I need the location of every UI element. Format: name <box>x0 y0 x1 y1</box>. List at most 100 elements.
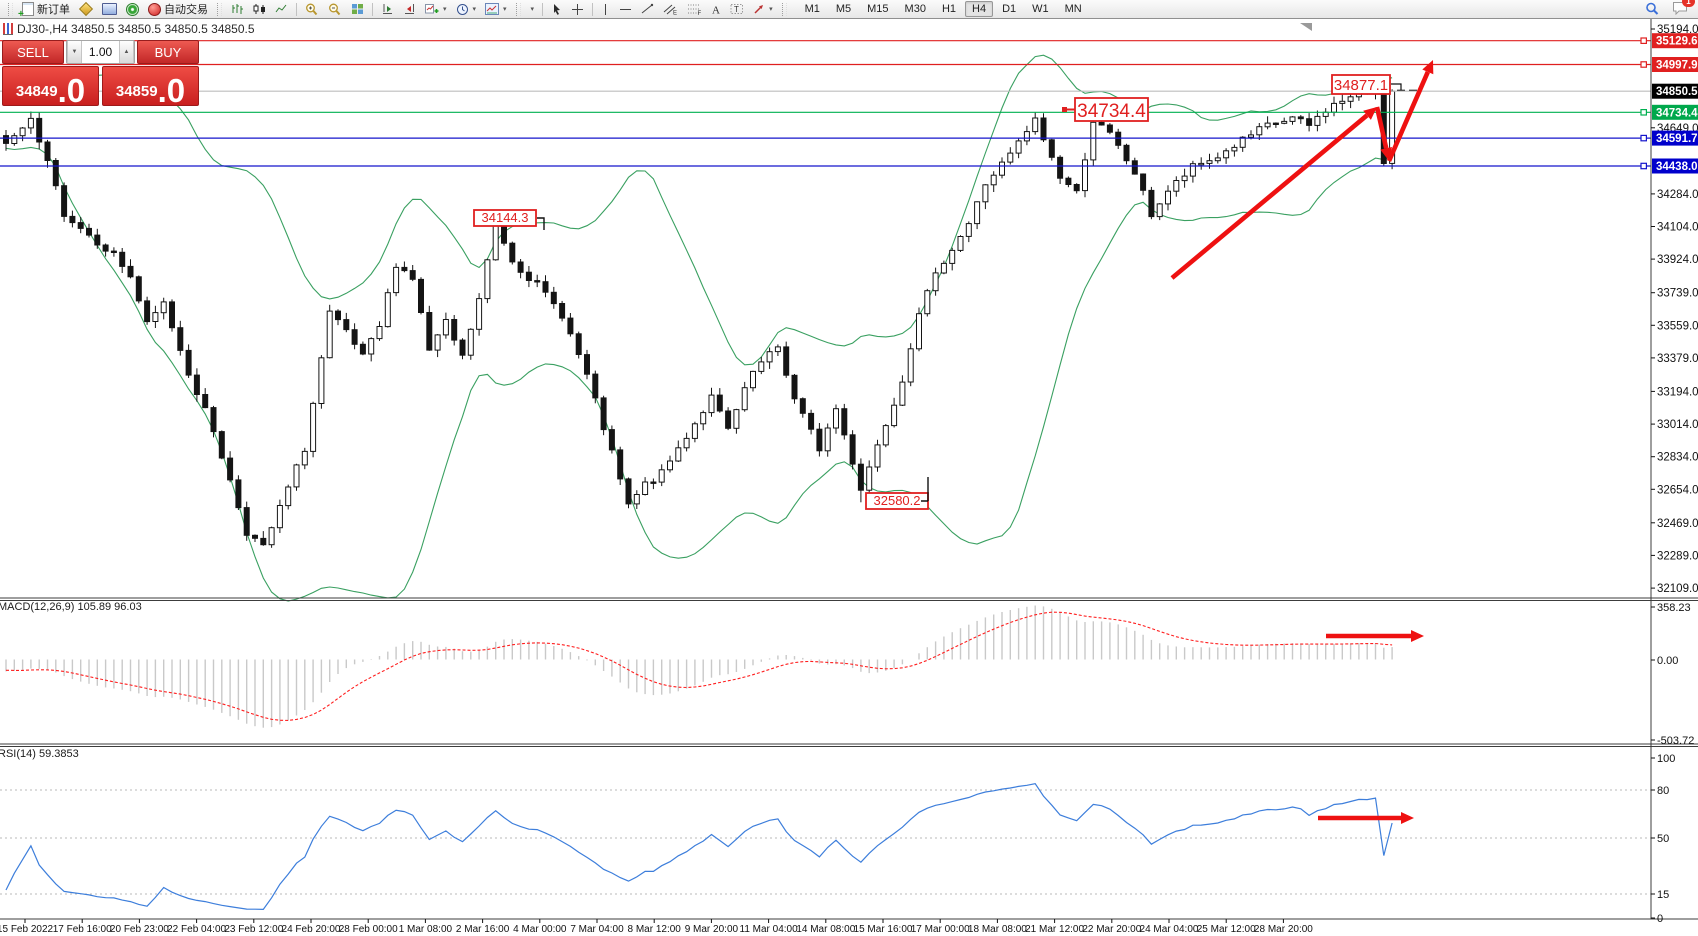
text-tool-button[interactable]: A <box>707 0 725 19</box>
bollinger-lower <box>5 146 1393 602</box>
svg-text:24 Feb 20:00: 24 Feb 20:00 <box>282 924 341 935</box>
timeframe-W1[interactable]: W1 <box>1025 1 1056 17</box>
text-icon: A <box>712 5 720 16</box>
cursor-tool-button[interactable] <box>547 0 566 19</box>
auto-scroll-button[interactable] <box>399 0 420 19</box>
svg-text:15: 15 <box>1657 889 1669 901</box>
zoom-in-button[interactable] <box>301 0 323 19</box>
timeframe-MN[interactable]: MN <box>1058 1 1089 17</box>
separator <box>372 2 373 16</box>
timeframe-M15[interactable]: M15 <box>860 1 895 17</box>
label-tool-button[interactable]: T <box>726 0 748 19</box>
dropdown-caret: ▾ <box>503 6 507 13</box>
timeframe-M5[interactable]: M5 <box>829 1 858 17</box>
arrows-tool-button[interactable]: ▾ <box>749 0 777 19</box>
svg-text:0: 0 <box>1657 913 1663 925</box>
svg-text:80: 80 <box>1657 785 1669 797</box>
svg-text:33014.0: 33014.0 <box>1657 419 1698 431</box>
equidistant-channel-icon: E <box>663 4 677 15</box>
search-icon <box>1646 2 1659 15</box>
period-button[interactable]: ▾ <box>452 0 481 19</box>
notification-badge: 1 <box>1682 0 1695 7</box>
cursor-icon <box>554 3 561 15</box>
svg-text:35194.0: 35194.0 <box>1657 24 1698 36</box>
buy-button[interactable]: BUY <box>137 40 199 64</box>
svg-text:8 Mar 12:00: 8 Mar 12:00 <box>628 924 682 935</box>
line-chart-button[interactable] <box>271 0 292 19</box>
svg-text:34734.4: 34734.4 <box>1077 101 1146 122</box>
rsi-label: RSI(14) 59.3853 <box>0 748 79 760</box>
timeframe-H1[interactable]: H1 <box>935 1 963 17</box>
volume-increase-button[interactable]: ▲ <box>119 41 134 63</box>
channel-tool-button[interactable]: E <box>659 0 682 19</box>
template-button[interactable]: ▾ <box>481 0 511 19</box>
svg-text:7 Mar 04:00: 7 Mar 04:00 <box>570 924 624 935</box>
toolbar-grip[interactable] <box>217 2 222 16</box>
line-chart-icon <box>275 4 287 13</box>
timeframe-H4[interactable]: H4 <box>965 1 994 17</box>
svg-text:23 Feb 12:00: 23 Feb 12:00 <box>224 924 283 935</box>
search-button[interactable] <box>1641 0 1664 19</box>
trendline-tool-button[interactable] <box>637 0 658 19</box>
toolbar: 新订单 自动交易 ▾ ▾ ▾ ▾ E F A T ▾ <box>0 0 1698 20</box>
toolbar-grip[interactable] <box>515 2 521 16</box>
flag-connector <box>1391 83 1402 90</box>
svg-text:20 Feb 23:00: 20 Feb 23:00 <box>110 924 169 935</box>
svg-text:33924.0: 33924.0 <box>1657 254 1698 266</box>
line-handle <box>1640 108 1648 116</box>
svg-text:34850.5: 34850.5 <box>1656 86 1698 98</box>
toolbar-grip[interactable] <box>8 2 13 16</box>
tile-windows-icon <box>352 4 363 14</box>
fibonacci-icon: F <box>688 4 702 15</box>
cleanup-button[interactable] <box>75 0 97 19</box>
new-order-button[interactable]: 新订单 <box>18 0 74 20</box>
auto-trading-button[interactable]: 自动交易 <box>144 0 212 19</box>
buy-price-main: 34859 <box>115 83 158 100</box>
trend-arrowhead <box>1363 107 1377 120</box>
candlestick-chart-button[interactable] <box>249 0 270 19</box>
buy-price-display[interactable]: 34859.0 <box>102 66 199 106</box>
zoom-out-button[interactable] <box>324 0 346 19</box>
one-click-trading-panel: SELL ▼ ▲ BUY 34849.0 34859.0 <box>2 40 199 106</box>
sell-price-display[interactable]: 34849.0 <box>2 66 99 106</box>
annotations[interactable]: 34144.3 32580.2 34734.4 34877.1 <box>473 60 1434 824</box>
add-indicator-button[interactable]: ▾ <box>421 0 451 19</box>
fibonacci-tool-button[interactable]: F <box>683 0 706 19</box>
svg-text:17 Feb 16:00: 17 Feb 16:00 <box>53 924 112 935</box>
dropdown-caret: ▾ <box>769 6 773 13</box>
timeframe-M1[interactable]: M1 <box>798 1 827 17</box>
price-badge <box>1652 130 1698 146</box>
toolbar-grip[interactable] <box>781 2 787 16</box>
volume-input[interactable] <box>82 41 119 63</box>
svg-text:34997.9: 34997.9 <box>1656 60 1698 72</box>
sell-button[interactable]: SELL <box>2 40 64 64</box>
notifications-button[interactable]: 1 <box>1672 0 1695 18</box>
bar-chart-button[interactable] <box>227 0 248 19</box>
svg-text:1 Mar 08:00: 1 Mar 08:00 <box>399 924 453 935</box>
chart-shift-button[interactable] <box>377 0 398 19</box>
svg-text:33379.0: 33379.0 <box>1657 353 1698 365</box>
horizontal-lines[interactable] <box>0 37 1651 170</box>
horizontal-line-tool-button[interactable] <box>615 0 636 19</box>
timeframe-D1[interactable]: D1 <box>995 1 1023 17</box>
timeframe-M30[interactable]: M30 <box>898 1 933 17</box>
trendline-icon <box>641 3 654 14</box>
volume-stepper: ▼ ▲ <box>66 40 135 64</box>
flag-connector <box>537 217 545 230</box>
toolbar-overflow-button[interactable]: ▾ <box>526 0 539 19</box>
price-scale[interactable]: 35194.034649.034284.034104.033924.033739… <box>1651 24 1698 925</box>
crosshair-tool-button[interactable] <box>567 0 588 19</box>
arrows-icon <box>754 5 764 14</box>
metaeditor-button[interactable] <box>98 0 121 19</box>
svg-text:T: T <box>734 5 739 14</box>
tile-windows-button[interactable] <box>347 0 368 19</box>
svg-text:35129.6: 35129.6 <box>1656 36 1698 48</box>
vertical-line-tool-button[interactable] <box>597 0 614 19</box>
signals-button[interactable] <box>122 0 143 19</box>
broom-icon <box>78 1 94 17</box>
svg-text:28 Mar 20:00: 28 Mar 20:00 <box>1254 924 1313 935</box>
volume-decrease-button[interactable]: ▼ <box>67 41 82 63</box>
